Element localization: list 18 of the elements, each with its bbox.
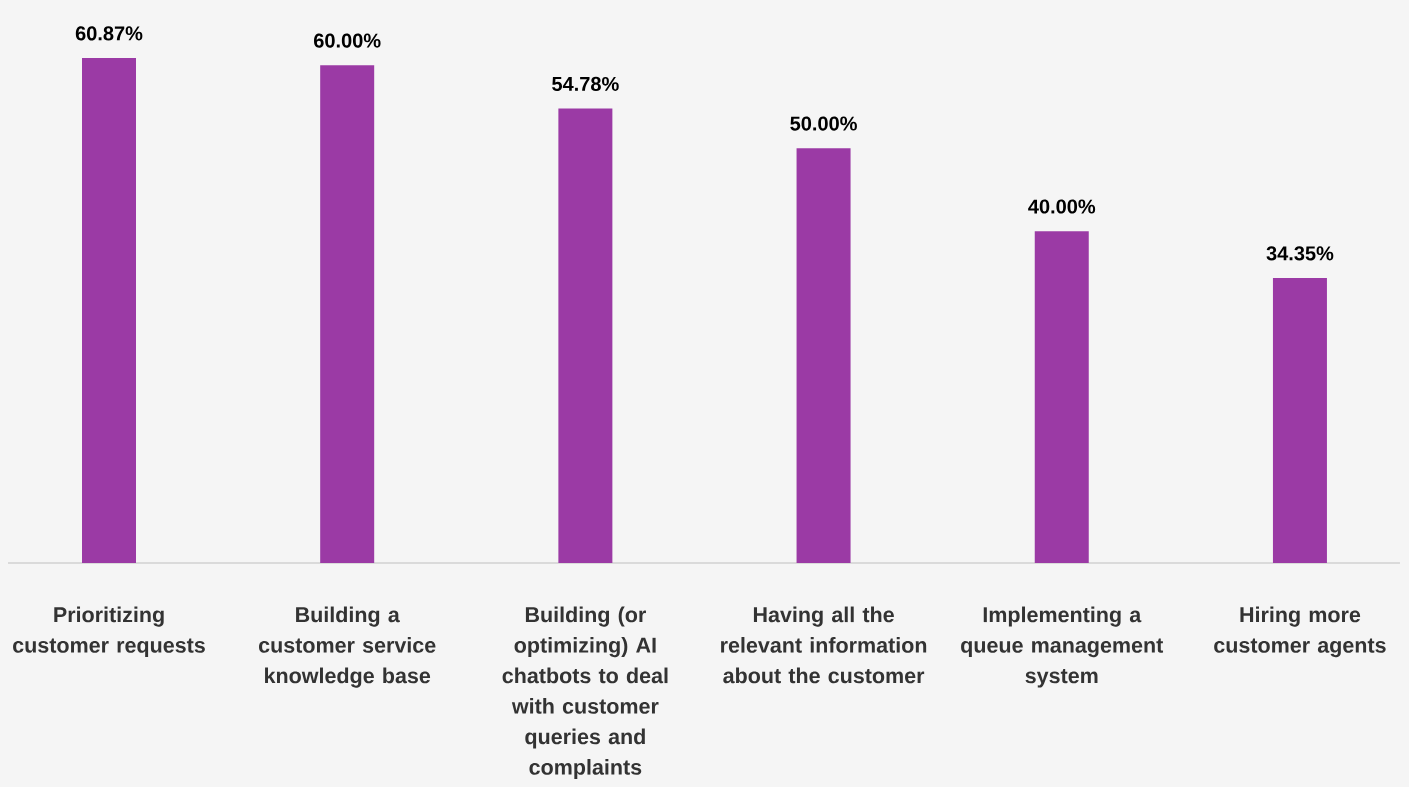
x-tick-label: Implementing a queue management system — [961, 606, 1164, 688]
bar — [1272, 278, 1327, 563]
bar — [796, 148, 851, 563]
bar — [82, 57, 136, 563]
x-tick-label: Building (or optimizing) AI chatbots to deal with customer queries and complaints — [502, 606, 668, 780]
x-tick-label: Prioritizing customer requests — [13, 606, 205, 658]
x-tick-label: Hiring more customer agents — [1214, 606, 1386, 658]
data-label: 54.78% — [552, 76, 619, 91]
x-tick-label: Building a customer service knowledge base — [259, 606, 436, 688]
data-label: 60.87% — [75, 26, 143, 41]
bar — [558, 108, 613, 563]
x-tick-label: Having all the relevant information about the customer — [721, 606, 927, 684]
data-label: 34.35% — [1266, 246, 1334, 261]
bar — [320, 65, 375, 563]
data-label: 50.00% — [790, 116, 857, 131]
data-label: 60.00% — [314, 33, 381, 48]
bar — [1034, 231, 1089, 563]
data-label: 40.00% — [1028, 199, 1096, 214]
